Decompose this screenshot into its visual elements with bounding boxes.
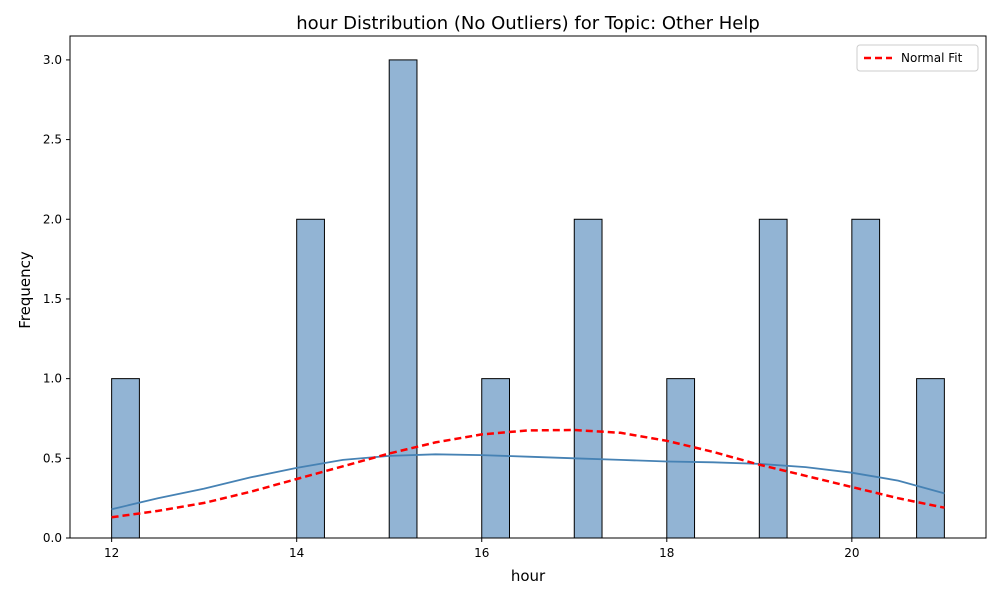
y-tick-label: 1.0	[43, 372, 62, 386]
plot-frame	[69, 35, 987, 539]
histogram-bar-1	[296, 218, 325, 539]
kde-line	[111, 453, 945, 511]
y-tick-label: 0.0	[43, 531, 62, 545]
y-tick-label: 2.0	[43, 212, 62, 226]
y-ticks: 0.0 0.5 1.0 1.5 2.0 2.5 3.0	[43, 53, 70, 545]
lines-layer	[111, 428, 945, 519]
normal-fit-line	[111, 428, 945, 519]
histogram-bar-6	[758, 218, 788, 539]
x-tick-label: 12	[104, 546, 119, 560]
chart-title: hour Distribution (No Outliers) for Topi…	[296, 13, 760, 34]
y-tick-label: 2.5	[43, 133, 62, 147]
histogram-bar-5	[666, 378, 696, 539]
bars-layer	[111, 59, 945, 539]
x-tick-label: 16	[474, 546, 489, 560]
y-tick-label: 3.0	[43, 53, 62, 67]
y-axis-label: Frequency	[16, 251, 34, 329]
legend-normal-fit-label: Normal Fit	[901, 51, 963, 65]
histogram-bar-2	[388, 59, 418, 539]
histogram-bar-0	[111, 378, 140, 539]
x-ticks: 12 14 16 18 20	[104, 538, 859, 560]
y-tick-label: 0.5	[43, 451, 62, 465]
legend: Normal Fit	[856, 44, 979, 72]
x-tick-label: 20	[844, 546, 859, 560]
histogram-bar-3	[481, 378, 510, 539]
histogram-bar-8	[916, 378, 945, 539]
y-tick-label: 1.5	[43, 292, 62, 306]
x-tick-label: 18	[659, 546, 674, 560]
x-tick-label: 14	[289, 546, 304, 560]
x-axis-label: hour	[511, 567, 546, 585]
legend-box	[856, 44, 979, 72]
histogram-bar-4	[573, 218, 603, 539]
histogram-bar-7	[851, 218, 881, 539]
